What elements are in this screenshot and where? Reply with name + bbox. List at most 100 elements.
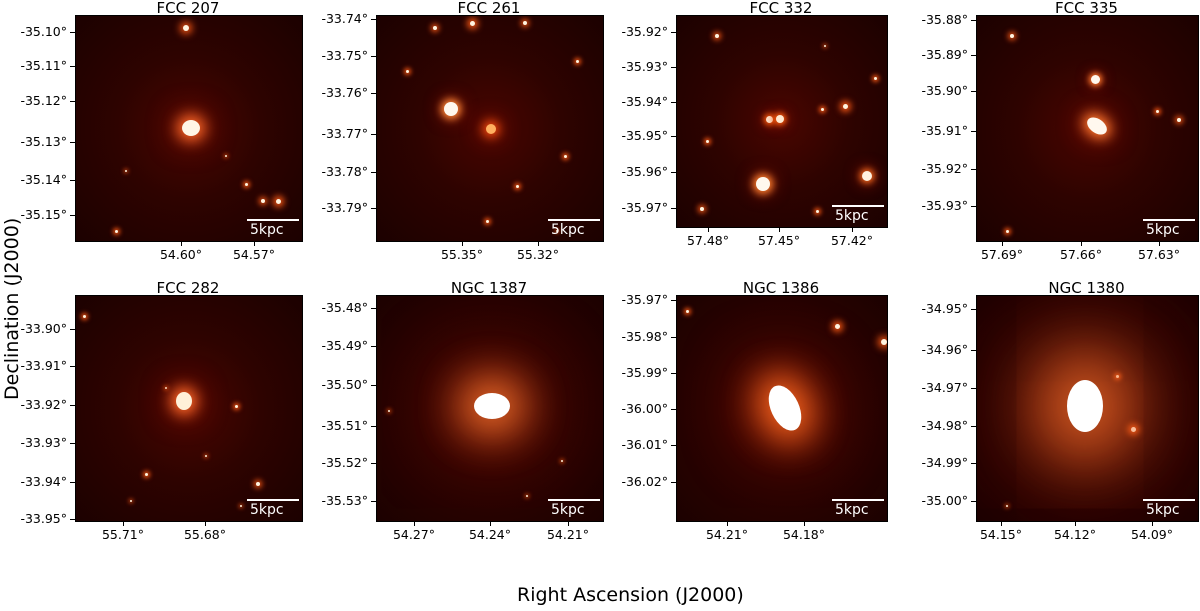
star [130, 500, 132, 502]
y-tick-label: -33.95° [20, 511, 67, 526]
galaxy [176, 392, 192, 410]
panel-image: 5kpc [75, 295, 303, 522]
x-tick-label: 57.63° [1137, 247, 1181, 262]
y-tick-mark [371, 172, 376, 173]
y-tick-mark [971, 131, 976, 132]
y-tick-label: -35.49° [321, 338, 368, 353]
star [1005, 229, 1009, 233]
x-tick-mark [254, 241, 255, 246]
x-tick-mark [490, 521, 491, 526]
x-tick-mark [538, 241, 539, 246]
star [1155, 109, 1159, 113]
y-tick-label: -35.89° [921, 47, 968, 62]
y-tick-label: -33.79° [321, 200, 368, 215]
x-tick-mark [1002, 241, 1003, 246]
y-tick-label: -35.15° [20, 207, 67, 222]
x-tick-label: 54.09° [1130, 527, 1174, 542]
y-tick-label: -35.51° [321, 418, 368, 433]
x-tick-label: 57.66° [1059, 247, 1103, 262]
y-tick-label: -35.92° [621, 24, 668, 39]
y-tick-mark [70, 66, 75, 67]
panel-image: 5kpc [676, 295, 888, 522]
y-tick-label: -35.48° [321, 300, 368, 315]
panel-title: FCC 282 [156, 279, 220, 297]
galaxy [182, 120, 200, 136]
galaxy [486, 124, 496, 134]
scalebar-line [1143, 499, 1195, 501]
star [685, 309, 689, 313]
x-tick-label: 55.35° [440, 247, 484, 262]
x-tick-mark [123, 521, 124, 526]
y-tick-label: -35.00° [921, 493, 968, 508]
y-tick-label: -35.50° [321, 377, 368, 392]
y-tick-mark [971, 20, 976, 21]
y-tick-label: -35.12° [20, 93, 67, 108]
star [1115, 374, 1119, 378]
y-tick-label: -36.01° [621, 437, 668, 452]
y-tick-mark [671, 409, 676, 410]
galaxy [762, 380, 808, 436]
panel-title: FCC 332 [749, 0, 813, 17]
x-tick-label: 54.57° [232, 247, 276, 262]
scalebar-label: 5kpc [835, 208, 869, 224]
star [575, 59, 579, 63]
y-tick-mark [371, 208, 376, 209]
star [556, 230, 558, 232]
x-tick-mark [462, 241, 463, 246]
x-tick-label: 57.69° [980, 247, 1024, 262]
x-tick-label: 54.60° [159, 247, 203, 262]
star [125, 170, 127, 172]
y-tick-mark [971, 501, 976, 502]
y-tick-label: -35.92° [921, 161, 968, 176]
y-tick-label: -34.99° [921, 455, 968, 470]
y-tick-label: -36.02° [621, 474, 668, 489]
y-tick-label: -33.90° [20, 321, 67, 336]
x-tick-mark [1081, 241, 1082, 246]
star [225, 155, 227, 157]
scalebar-label: 5kpc [250, 502, 284, 518]
x-tick-label: 54.21° [546, 527, 590, 542]
panel-image: 5kpc [376, 295, 604, 522]
y-tick-label: -34.95° [921, 301, 968, 316]
scalebar-line [548, 499, 600, 501]
y-tick-mark [371, 426, 376, 427]
y-tick-mark [971, 309, 976, 310]
star [842, 103, 848, 109]
y-tick-label: -35.93° [921, 198, 968, 213]
x-tick-label: 54.24° [468, 527, 512, 542]
y-tick-label: -35.97° [621, 292, 668, 307]
star [873, 76, 877, 80]
y-tick-mark [971, 169, 976, 170]
panel-image: 5kpc [376, 15, 604, 242]
panel-title: NGC 1386 [742, 279, 820, 297]
galaxy [444, 102, 458, 116]
y-tick-mark [70, 101, 75, 102]
y-tick-label: -35.97° [621, 200, 668, 215]
star [240, 505, 242, 507]
x-tick-mark [205, 521, 206, 526]
x-tick-mark [727, 521, 728, 526]
star [523, 21, 527, 25]
y-tick-mark [70, 180, 75, 181]
scalebar-label: 5kpc [551, 222, 585, 238]
star [256, 482, 260, 486]
x-tick-label: 57.42° [830, 233, 874, 248]
x-tick-mark [708, 227, 709, 232]
star [824, 45, 826, 47]
y-tick-mark [70, 142, 75, 143]
star [881, 339, 887, 345]
y-tick-label: -33.92° [20, 397, 67, 412]
x-tick-mark [1075, 521, 1076, 526]
y-tick-label: -34.97° [921, 380, 968, 395]
y-tick-label: -35.96° [621, 164, 668, 179]
y-tick-label: -36.00° [621, 401, 668, 416]
y-tick-label: -33.94° [20, 474, 67, 489]
y-tick-label: -33.74° [321, 11, 368, 26]
y-tick-mark [70, 443, 75, 444]
x-tick-mark [1152, 521, 1153, 526]
y-tick-mark [371, 501, 376, 502]
panel-image: 5kpc [976, 295, 1199, 522]
star [234, 404, 238, 408]
panel-image: 5kpc [75, 15, 303, 242]
galaxy [1083, 113, 1111, 139]
